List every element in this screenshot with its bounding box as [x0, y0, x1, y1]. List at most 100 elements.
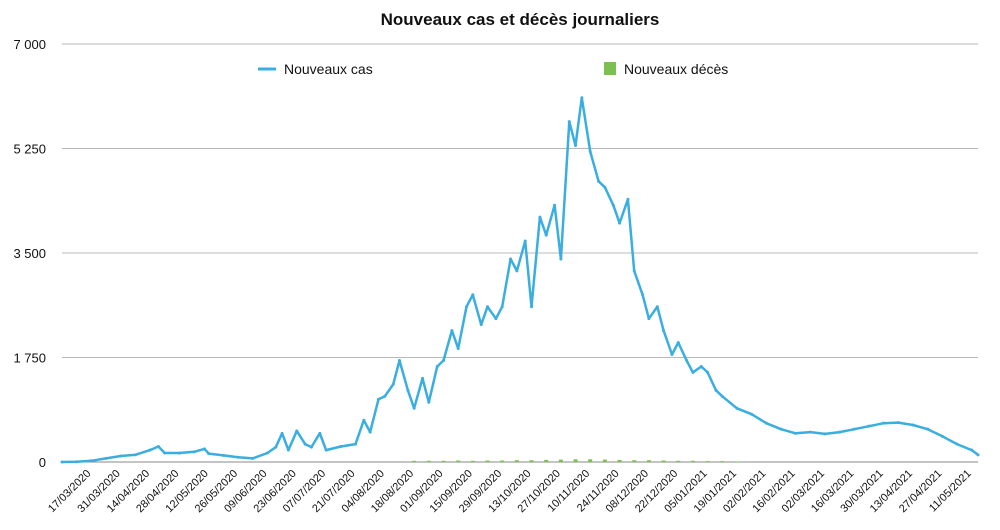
- cases-point: [471, 293, 475, 297]
- cases-point: [794, 431, 798, 435]
- cases-point: [523, 239, 527, 243]
- deaths-bar: [602, 459, 607, 462]
- cases-point: [163, 451, 167, 455]
- deaths-bar: [412, 460, 417, 462]
- deaths-bar: [720, 461, 725, 463]
- cases-point: [274, 445, 278, 449]
- cases-point: [779, 427, 783, 431]
- cases-point: [567, 120, 571, 124]
- cases-point: [685, 358, 689, 362]
- cases-point: [750, 412, 754, 416]
- cases-point: [588, 149, 592, 153]
- cases-point: [60, 460, 64, 464]
- cases-point: [662, 329, 666, 333]
- cases-point: [303, 442, 307, 446]
- cases-point: [353, 442, 357, 446]
- deaths-bar: [617, 459, 622, 462]
- cases-point: [559, 257, 563, 261]
- cases-point: [720, 394, 724, 398]
- cases-point: [465, 305, 469, 309]
- legend-swatch-deaths: [604, 62, 616, 75]
- deaths-series: [412, 459, 739, 463]
- deaths-bar: [441, 460, 446, 462]
- cases-point: [75, 460, 79, 464]
- cases-point: [324, 448, 328, 452]
- cases-point: [286, 448, 290, 452]
- cases-point: [450, 329, 454, 333]
- cases-point: [896, 421, 900, 425]
- cases-point: [119, 454, 123, 458]
- cases-point: [538, 215, 542, 219]
- cases-point: [632, 269, 636, 273]
- deaths-bar: [646, 460, 651, 462]
- cases-point: [626, 197, 630, 201]
- cases-point: [641, 293, 645, 297]
- cases-point: [500, 305, 504, 309]
- cases-point: [251, 456, 255, 460]
- cases-point: [368, 430, 372, 434]
- deaths-bar: [426, 460, 431, 462]
- cases-point: [926, 427, 930, 431]
- cases-point: [553, 203, 557, 207]
- deaths-bar: [558, 459, 563, 462]
- cases-point: [764, 421, 768, 425]
- cases-point: [479, 323, 483, 327]
- grid: [62, 43, 978, 463]
- deaths-bar: [632, 460, 637, 462]
- cases-point: [911, 423, 915, 427]
- cases-point: [852, 427, 856, 431]
- deaths-bar: [588, 459, 593, 462]
- cases-point: [882, 421, 886, 425]
- y-tick-label: 5 250: [13, 142, 46, 157]
- cases-point: [611, 203, 615, 207]
- cases-point: [377, 397, 381, 401]
- chart-title: Nouveaux cas et décès journaliers: [381, 10, 660, 29]
- y-tick-label: 3 500: [13, 246, 46, 261]
- cases-point: [89, 459, 93, 463]
- cases-point: [544, 233, 548, 237]
- cases-point: [456, 347, 460, 351]
- cases-point: [339, 444, 343, 448]
- legend: Nouveaux cas Nouveaux décès: [258, 61, 728, 77]
- cases-point: [221, 453, 225, 457]
- cases-series: [60, 96, 980, 464]
- deaths-bar: [485, 460, 490, 462]
- cases-point: [699, 364, 703, 368]
- cases-point: [603, 185, 607, 189]
- cases-point: [691, 370, 695, 374]
- deaths-bar: [705, 461, 710, 463]
- y-axis: 0 1 750 3 500 5 250 7 000: [13, 37, 46, 470]
- cases-point: [655, 305, 659, 309]
- deaths-bar: [529, 460, 534, 462]
- legend-label-cases: Nouveaux cas: [284, 61, 373, 77]
- y-tick-label: 1 750: [13, 351, 46, 366]
- cases-point: [156, 444, 160, 448]
- cases-point: [104, 456, 108, 460]
- cases-point: [397, 358, 401, 362]
- deaths-bar: [573, 459, 578, 462]
- legend-label-deaths: Nouveaux décès: [624, 61, 728, 77]
- deaths-bar: [470, 460, 475, 462]
- cases-point: [494, 317, 498, 321]
- deaths-bar: [676, 460, 681, 462]
- deaths-bar: [661, 460, 666, 462]
- cases-point: [486, 305, 490, 309]
- cases-point: [406, 388, 410, 392]
- cases-point: [265, 451, 269, 455]
- cases-point: [236, 455, 240, 459]
- cases-point: [735, 406, 739, 410]
- cases-point: [412, 406, 416, 410]
- cases-point: [597, 179, 601, 183]
- deaths-bar: [456, 460, 461, 462]
- deaths-bar: [544, 459, 549, 462]
- cases-point: [808, 430, 812, 434]
- cases-point: [574, 144, 578, 148]
- cases-point: [838, 430, 842, 434]
- cases-point: [441, 358, 445, 362]
- cases-point: [133, 453, 137, 457]
- cases-point: [192, 450, 196, 454]
- cases-point: [706, 370, 710, 374]
- cases-point: [509, 257, 513, 261]
- deaths-bar: [690, 460, 695, 462]
- x-axis: 17/03/202031/03/202014/04/202028/04/2020…: [46, 468, 974, 515]
